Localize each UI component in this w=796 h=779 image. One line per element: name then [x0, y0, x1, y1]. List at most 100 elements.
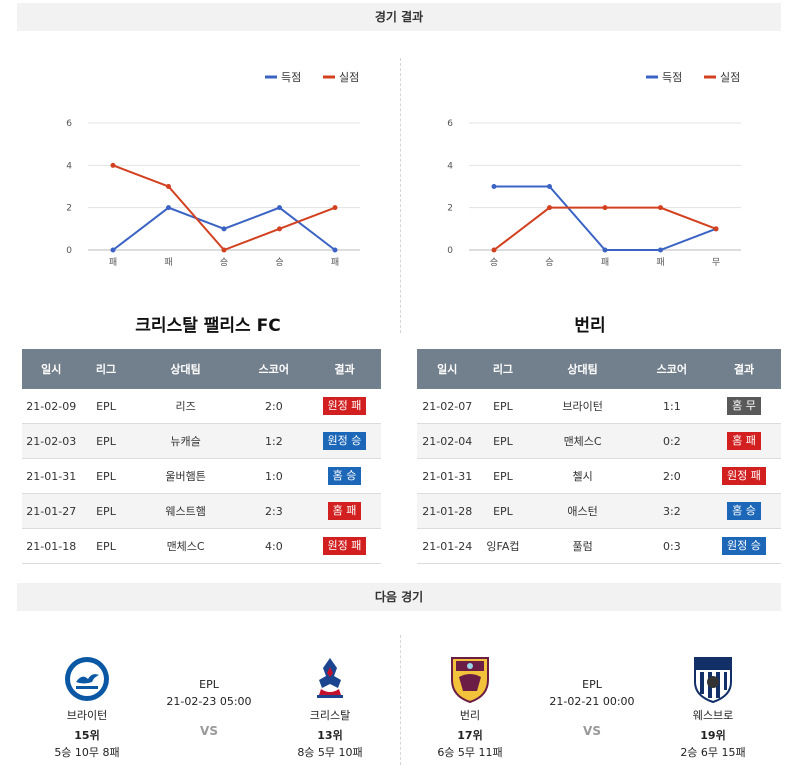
table-row: 21-02-09 EPL 리즈 2:0 원정 패 [22, 389, 381, 424]
y-tick-label: 2 [66, 204, 72, 214]
data-point [110, 247, 116, 253]
home-team: 브라이턴 15위 5승 10무 8패 [32, 640, 142, 760]
table-row: 21-01-18 EPL 맨체스C 4:0 원정 패 [22, 528, 381, 564]
next-match-2[interactable]: 번리 17위 6승 5무 11패 EPL 21-02-21 00:00 VS 웨… [400, 640, 783, 760]
y-tick-label: 0 [447, 246, 453, 256]
cell-opponent: 리즈 [131, 389, 240, 424]
cell-league: EPL [477, 389, 529, 424]
x-tick-label: 승 [545, 257, 553, 268]
result-badge: 홈 승 [327, 467, 362, 485]
y-tick-label: 6 [66, 119, 72, 129]
result-badge: 홈 승 [727, 502, 761, 520]
y-tick-label: 4 [66, 161, 72, 171]
section-divider [400, 635, 401, 765]
next-match-section-title: 다음 경기 [17, 583, 781, 611]
away-team: 크리스탈 13위 8승 5무 10패 [275, 640, 385, 760]
data-point [658, 205, 663, 211]
result-badge: 홈 무 [727, 397, 761, 415]
match-datetime: 21-02-23 05:00 [166, 695, 252, 708]
chart-crystal-palace: 득점 실점 0 2 4 6 패 패 승 승 패 [25, 55, 405, 295]
cell-opponent: 애스턴 [528, 493, 637, 529]
vs-label: VS [583, 724, 601, 738]
legend-label: 득점 [281, 71, 301, 84]
legend-label: 실점 [339, 71, 359, 84]
table-row: 21-02-03 EPL 뉴캐슬 1:2 원정 승 [22, 423, 381, 459]
data-point [277, 226, 282, 232]
data-point [713, 226, 719, 232]
col-date: 일시 [22, 349, 81, 389]
y-tick-label: 4 [447, 161, 453, 171]
cell-opponent: 브라이턴 [528, 389, 637, 424]
col-league: 리그 [80, 349, 132, 389]
table-row: 21-01-31 EPL 첼시 2:0 원정 패 [417, 458, 781, 494]
col-opponent: 상대팀 [131, 349, 240, 389]
crystal-palace-crest-icon [307, 655, 353, 703]
team-name: 웨스브로 [692, 709, 734, 722]
table-row: 21-02-07 EPL 브라이턴 1:1 홈 무 [417, 389, 781, 424]
cell-result: 홈 승 [706, 493, 781, 529]
result-badge: 원정 패 [722, 467, 766, 485]
line-chart: 득점 실점 0 2 4 6 패 패 승 승 패 [66, 71, 360, 268]
cell-date: 21-02-07 [417, 389, 478, 424]
x-tick-label: 패 [601, 257, 609, 268]
cell-opponent: 울버햄튼 [131, 458, 240, 494]
cell-score: 2:0 [636, 458, 707, 494]
cell-date: 21-01-31 [22, 458, 81, 494]
home-team: 번리 17위 6승 5무 11패 [415, 640, 525, 760]
cell-league: 잉FA컵 [477, 528, 529, 564]
team-name: 번리 [459, 709, 481, 722]
data-point [221, 247, 227, 253]
west-brom-crest-icon [690, 655, 736, 704]
cell-date: 21-01-27 [22, 493, 81, 529]
x-tick-label: 패 [331, 257, 339, 268]
cell-score: 4:0 [239, 528, 308, 564]
table-row: 21-01-28 EPL 애스턴 3:2 홈 승 [417, 493, 781, 529]
x-tick-label: 패 [656, 257, 664, 268]
table-row: 21-01-31 EPL 울버햄튼 1:0 홈 승 [22, 458, 381, 494]
data-point [547, 205, 552, 211]
team-name: 크리스탈 [309, 709, 351, 722]
team-title-home: 크리스탈 팰리스 FC [135, 316, 281, 336]
team-record: 2승 6무 15패 [680, 746, 746, 759]
result-badge: 원정 승 [322, 432, 367, 450]
col-result: 결과 [307, 349, 381, 389]
cell-date: 21-02-04 [417, 423, 478, 459]
data-point [221, 226, 227, 232]
legend-label: 득점 [662, 71, 682, 84]
match-league: EPL [582, 678, 602, 691]
cell-opponent: 맨체스C [131, 528, 240, 564]
team-record: 8승 5무 10패 [297, 746, 363, 759]
result-badge: 홈 패 [327, 502, 362, 520]
y-tick-label: 0 [66, 246, 72, 256]
cell-date: 21-01-28 [417, 493, 478, 529]
data-point [491, 184, 497, 189]
burnley-crest-icon [447, 655, 493, 704]
y-tick-label: 6 [447, 119, 453, 129]
cell-date: 21-01-31 [417, 458, 478, 494]
data-point [491, 247, 497, 253]
series-line [494, 185, 717, 251]
section-divider [400, 58, 401, 333]
team-rank: 13위 [317, 729, 343, 742]
next-match-1[interactable]: 브라이턴 15위 5승 10무 8패 EPL 21-02-23 05:00 VS… [17, 640, 400, 760]
cell-score: 1:2 [239, 423, 308, 459]
away-team: 웨스브로 19위 2승 6무 15패 [658, 640, 768, 760]
data-point [332, 247, 338, 253]
cell-score: 0:2 [636, 423, 707, 459]
line-chart: 득점 실점 0 2 4 6 승 승 패 패 무 [447, 71, 741, 268]
legend-label: 실점 [720, 71, 740, 84]
cell-result: 원정 승 [706, 528, 781, 564]
cell-score: 3:2 [636, 493, 707, 529]
data-point [602, 205, 608, 211]
team-record: 6승 5무 11패 [437, 746, 503, 759]
cell-league: EPL [477, 493, 529, 529]
cell-league: EPL [80, 528, 132, 564]
cell-score: 2:3 [239, 493, 308, 529]
data-point [277, 205, 282, 211]
col-date: 일시 [417, 349, 478, 389]
results-table-burnley: 일시 리그 상대팀 스코어 결과 21-02-07 EPL 브라이턴 1:1 홈 무 21… [417, 349, 781, 564]
col-league: 리그 [477, 349, 529, 389]
cell-opponent: 맨체스C [528, 423, 637, 459]
cell-score: 0:3 [636, 528, 707, 564]
team-title-away: 번리 [574, 316, 606, 336]
